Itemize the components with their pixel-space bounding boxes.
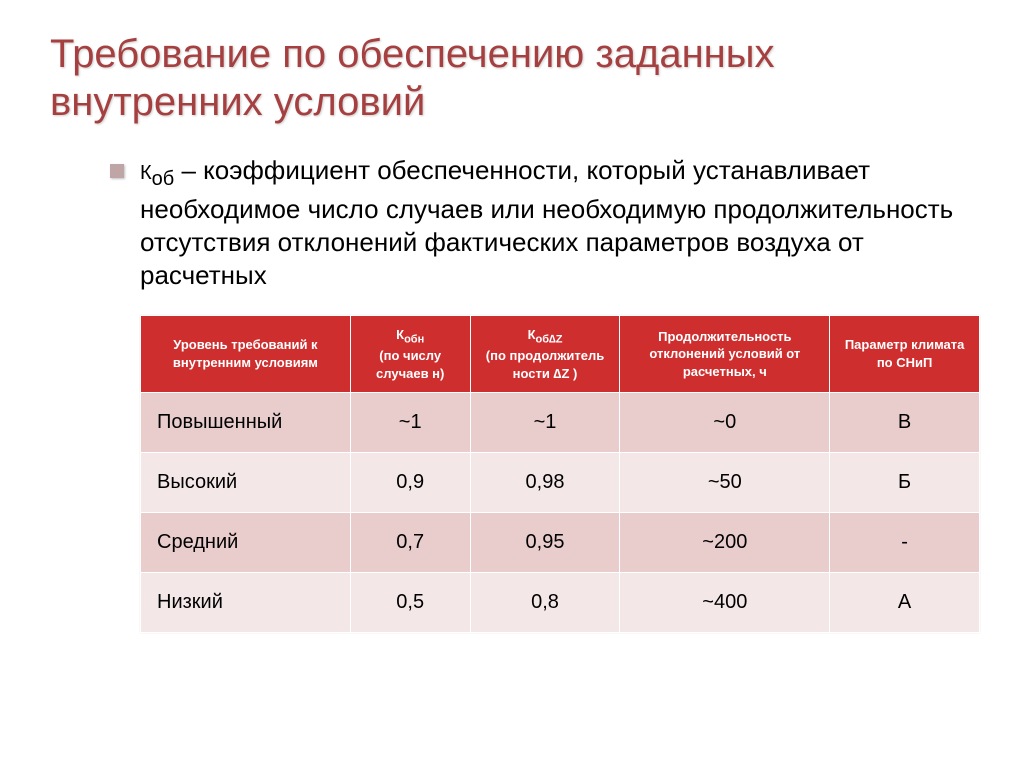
cell: В [830, 393, 980, 453]
cell: Низкий [141, 573, 351, 633]
cell: Средний [141, 513, 351, 573]
cell: ~400 [620, 573, 830, 633]
bullet-text: Коб – коэффициент обеспеченности, которы… [140, 154, 974, 293]
table-row: Высокий 0,9 0,98 ~50 Б [141, 453, 980, 513]
cell: 0,98 [470, 453, 620, 513]
cell: 0,8 [470, 573, 620, 633]
cell: ~200 [620, 513, 830, 573]
cell: ~50 [620, 453, 830, 513]
cell: 0,7 [350, 513, 470, 573]
requirements-table: Уровень требований к внутренним условиям… [140, 315, 980, 634]
th-kobz: Коб∆Z (по продолжитель ности ∆Z ) [470, 315, 620, 393]
table-header-row: Уровень требований к внутренним условиям… [141, 315, 980, 393]
th-kobz-prefix: К [528, 327, 536, 342]
page-title: Требование по обеспечению заданных внутр… [50, 30, 974, 126]
cell: Б [830, 453, 980, 513]
th-kobn-sub: обн [404, 333, 424, 345]
th-kobz-sub: об∆Z [536, 333, 563, 345]
cell: Высокий [141, 453, 351, 513]
kob-prefix: К [140, 162, 152, 184]
th-kobn-suffix: (по числу случаев н) [376, 348, 444, 381]
table-row: Средний 0,7 0,95 ~200 - [141, 513, 980, 573]
kob-sub: об [152, 168, 175, 190]
cell: 0,9 [350, 453, 470, 513]
cell: ~1 [470, 393, 620, 453]
th-kobn: Кобн (по числу случаев н) [350, 315, 470, 393]
table-body: Повышенный ~1 ~1 ~0 В Высокий 0,9 0,98 ~… [141, 393, 980, 633]
th-climate: Параметр климата по СНиП [830, 315, 980, 393]
cell: ~1 [350, 393, 470, 453]
bullet-item: Коб – коэффициент обеспеченности, которы… [110, 154, 974, 293]
cell: А [830, 573, 980, 633]
th-kobz-suffix: (по продолжитель ности ∆Z ) [486, 348, 604, 381]
cell: 0,5 [350, 573, 470, 633]
cell: 0,95 [470, 513, 620, 573]
th-level: Уровень требований к внутренним условиям [141, 315, 351, 393]
cell: ~0 [620, 393, 830, 453]
th-kobn-prefix: К [396, 327, 404, 342]
square-bullet-icon [110, 164, 124, 178]
bullet-body: – коэффициент обеспеченности, который ус… [140, 155, 953, 290]
cell: Повышенный [141, 393, 351, 453]
table-row: Повышенный ~1 ~1 ~0 В [141, 393, 980, 453]
th-duration: Продолжительность отклонений условий от … [620, 315, 830, 393]
cell: - [830, 513, 980, 573]
table-row: Низкий 0,5 0,8 ~400 А [141, 573, 980, 633]
